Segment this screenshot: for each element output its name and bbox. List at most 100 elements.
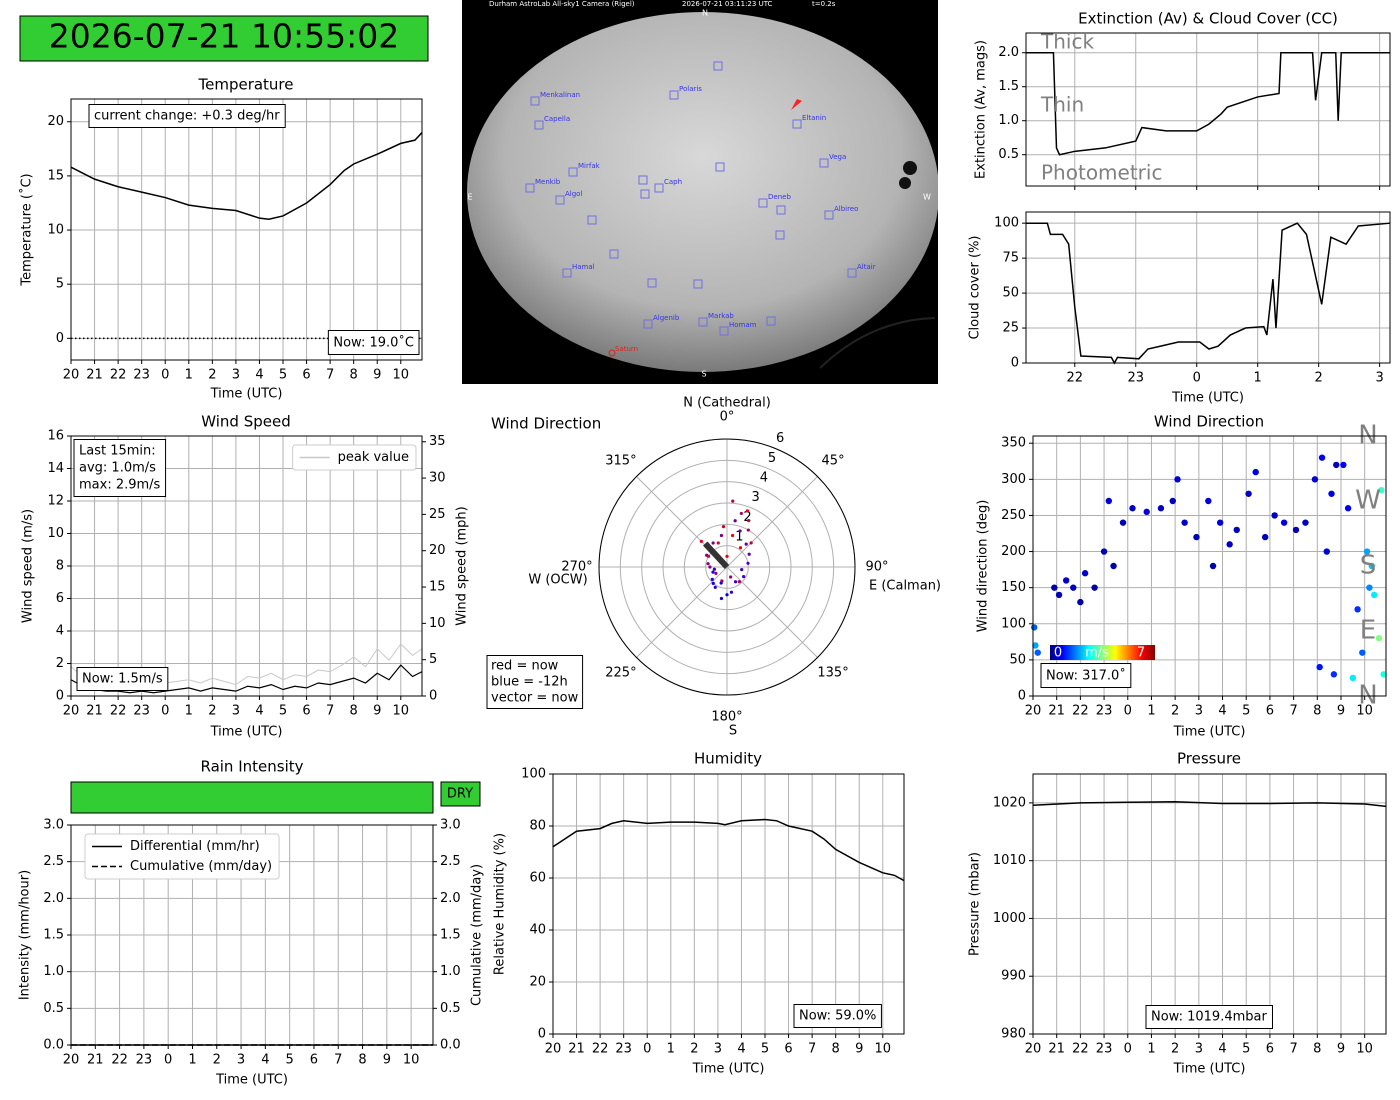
chart: 20 21 22 23 0 1 2 3 4 5 6 7 8 9 1002468101214160510152… xyxy=(21,413,470,740)
x-tick-label: 7 xyxy=(808,1042,816,1057)
plot-frame xyxy=(1032,773,1387,1035)
star-label: Algenib xyxy=(653,314,680,322)
y-axis-label: Cloud cover (%) xyxy=(968,235,983,339)
star-marker xyxy=(698,317,708,327)
annotation: Last 15min: xyxy=(79,444,156,459)
plot-frame xyxy=(1025,32,1391,187)
series-line xyxy=(552,818,905,882)
y-tick-label: 10 xyxy=(47,526,64,541)
y-tick-label: 0 xyxy=(538,1027,546,1042)
star-marker xyxy=(525,183,535,193)
x-tick-label: 9 xyxy=(383,1053,391,1068)
y-tick-label: 1020 xyxy=(993,795,1026,810)
x-axis-label: Time (UTC) xyxy=(1173,1062,1246,1077)
star-marker xyxy=(693,279,703,289)
x-tick-label: 6 xyxy=(784,1042,792,1057)
annotation: Now: 317.0˚ xyxy=(1046,668,1126,684)
x-axis-label: Time (UTC) xyxy=(215,1073,288,1088)
y-tick-label: 200 xyxy=(1001,544,1026,559)
x-tick-label: 9 xyxy=(1337,1042,1345,1057)
wind-point xyxy=(739,511,743,516)
compass-label: W xyxy=(1355,486,1381,516)
y-tick-label: 0.5 xyxy=(998,147,1019,162)
scatter-point xyxy=(1302,519,1309,526)
status-label: DRY xyxy=(447,787,473,802)
y-tick-label: 40 xyxy=(529,923,546,938)
r-tick-label: 5 xyxy=(768,451,776,466)
star-label: Menkalinan xyxy=(540,91,580,99)
scatter-point xyxy=(1100,548,1108,555)
annotation-box: Now: 19.0˚C xyxy=(327,330,420,355)
star-marker xyxy=(609,249,619,259)
annotation: vector = now xyxy=(491,691,579,706)
star-label: Homam xyxy=(729,321,757,329)
scatter-point xyxy=(1363,548,1371,555)
y-tick-label: 5 xyxy=(56,277,64,292)
x-tick-label: 3 xyxy=(1375,371,1383,386)
legend-frame xyxy=(292,444,417,471)
compass-label: E xyxy=(1360,616,1376,646)
star-label: Deneb xyxy=(768,193,791,201)
scatter-point xyxy=(1077,598,1084,606)
dark-spot xyxy=(899,177,911,189)
x-tick-label: 4 xyxy=(1218,1042,1226,1057)
annotation-box: Now: 317.0˚ xyxy=(1040,663,1132,688)
wind-point xyxy=(742,575,746,579)
wind-point xyxy=(711,570,715,574)
x-tick-label: 10 xyxy=(875,1042,892,1057)
y-tick-label: 2.5 xyxy=(43,854,64,869)
clock: 2026-07-21 10:55:02 xyxy=(49,17,399,56)
plot-area xyxy=(1033,774,1386,1034)
r-tick-label: 4 xyxy=(760,470,768,485)
scatter-point xyxy=(1105,497,1113,505)
y-tick-label: 1010 xyxy=(993,853,1026,868)
x-tick-label: 23 xyxy=(1096,704,1113,719)
scatter-point xyxy=(1157,505,1165,512)
x-tick-label: 20 xyxy=(63,704,80,719)
wind-point xyxy=(725,554,729,558)
x-axis-label: Time (UTC) xyxy=(692,1062,765,1077)
x-tick-label: 10 xyxy=(1356,1042,1373,1057)
wind-point xyxy=(747,518,751,523)
star-marker xyxy=(555,195,565,205)
star-marker xyxy=(776,205,786,215)
star-label: Albireo xyxy=(834,205,858,213)
scatter-point xyxy=(1030,624,1038,631)
annotation: Now: 19.0˚C xyxy=(333,335,414,351)
wind-point xyxy=(749,541,753,545)
y-tick-label: 12 xyxy=(47,494,64,509)
compass-letter: N xyxy=(702,9,708,18)
x-tick-label: 10 xyxy=(1356,704,1373,719)
annotation: Now: 1019.4mbar xyxy=(1151,1010,1267,1025)
x-tick-label: 2 xyxy=(213,1053,221,1068)
annotation-frame xyxy=(793,1004,882,1028)
x-tick-label: 10 xyxy=(403,1053,420,1068)
x-tick-label: 6 xyxy=(302,704,310,719)
star-marker xyxy=(640,189,650,199)
all-sky-image: Durham AstroLab All-sky1 Camera (Rigel) 2… xyxy=(462,0,938,384)
y-tick-label: 60 xyxy=(529,871,546,886)
image-caption: 2026-07-21 03:11:23 UTC xyxy=(682,0,773,8)
scatter-point xyxy=(1034,649,1041,656)
grid-spoke xyxy=(636,566,728,658)
x-tick-label: 1 xyxy=(188,1053,196,1068)
x-axis-label: Time (UTC) xyxy=(210,387,283,402)
star-marker xyxy=(819,158,829,168)
plot-area xyxy=(71,99,422,360)
chart-title: Wind Speed xyxy=(201,413,291,431)
compass-letter: S xyxy=(701,370,706,379)
y-tick-label: 350 xyxy=(1001,436,1026,451)
scatter-point xyxy=(1271,512,1278,519)
r-tick-label: 2 xyxy=(743,510,751,525)
plot-frame xyxy=(1025,211,1391,364)
legend-label: Differential (mm/hr) xyxy=(130,839,260,854)
y2-tick-label: 1.5 xyxy=(440,928,461,943)
plot-frame xyxy=(1032,435,1387,697)
x-tick-label: 4 xyxy=(255,368,263,383)
wind-point xyxy=(746,561,750,565)
chart: 20 21 22 23 0 1 2 3 4 5 6 7 8 9 10980990100010101020Pr… xyxy=(968,750,1387,1077)
theta-tick-label: 45° xyxy=(822,453,845,468)
compass-letter: W xyxy=(923,193,931,202)
scatter-point xyxy=(1081,570,1089,577)
y2-tick-label: 30 xyxy=(429,471,446,486)
